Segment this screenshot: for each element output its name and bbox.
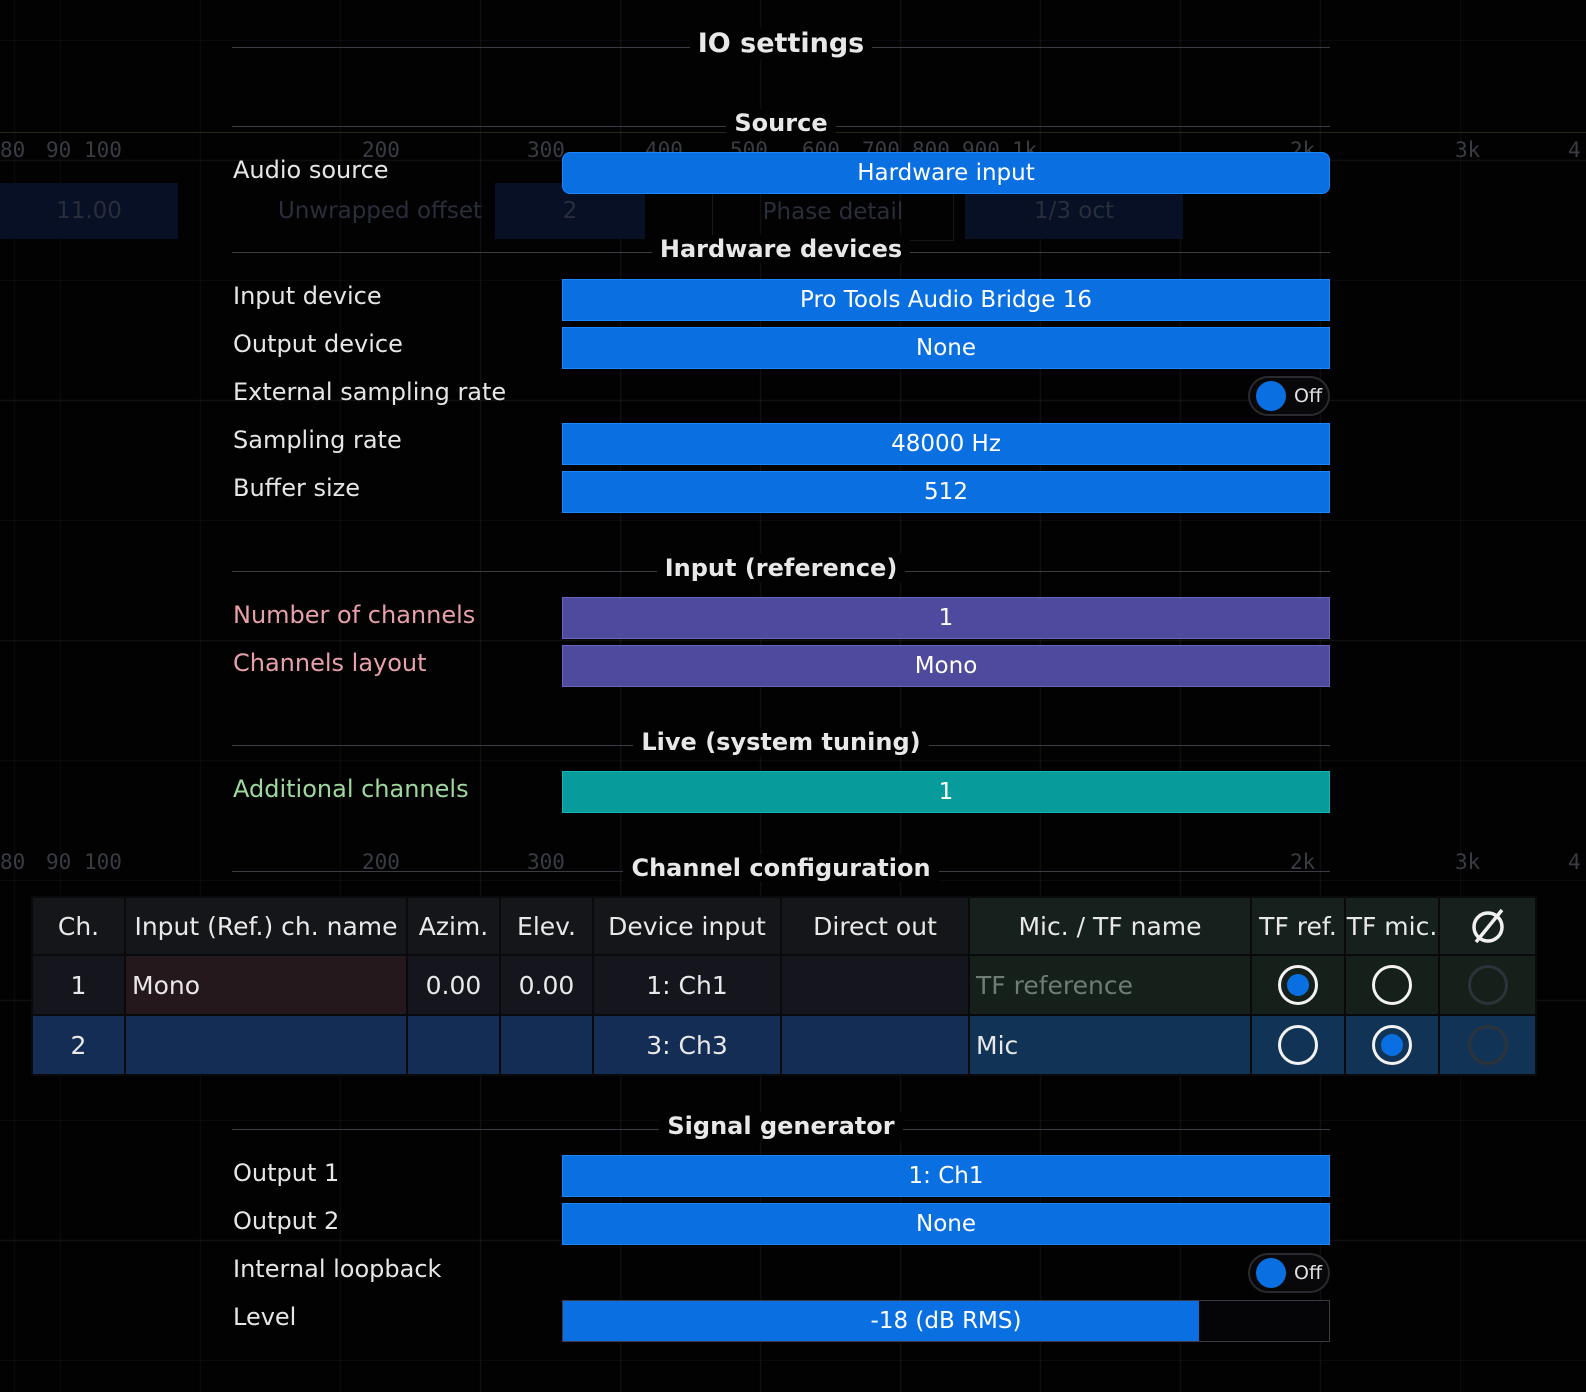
column-header-phase-invert bbox=[1438, 896, 1537, 956]
cell-phase-invert bbox=[1438, 1014, 1537, 1076]
external-sampling-rate-label: External sampling rate bbox=[233, 378, 507, 406]
axis-tick: 100 bbox=[84, 850, 122, 874]
axis-tick: 300 bbox=[527, 850, 565, 874]
internal-loopback-label: Internal loopback bbox=[233, 1255, 442, 1283]
output-2-dropdown[interactable]: None bbox=[562, 1203, 1330, 1245]
axis-tick: 4 bbox=[1568, 138, 1581, 162]
cell-tf-ref bbox=[1250, 954, 1346, 1016]
column-header-name: Input (Ref.) ch. name bbox=[124, 896, 408, 956]
cell-ch: 2 bbox=[31, 1014, 126, 1076]
axis-tick: 80 bbox=[0, 138, 26, 162]
column-header-elev: Elev. bbox=[499, 896, 594, 956]
tf-mic-radio[interactable] bbox=[1372, 965, 1412, 1005]
output-device-label: Output device bbox=[233, 330, 403, 358]
buffer-size-label: Buffer size bbox=[233, 474, 361, 502]
toggle-state: Off bbox=[1294, 385, 1323, 407]
axis-tick: 3k bbox=[1455, 138, 1481, 162]
sampling-rate-label: Sampling rate bbox=[233, 426, 402, 454]
channel-table: Ch. Input (Ref.) ch. name Azim. Elev. De… bbox=[31, 896, 1537, 1076]
axis-tick: 200 bbox=[362, 850, 400, 874]
input-device-label: Input device bbox=[233, 282, 382, 310]
column-header-mic-tf-name: Mic. / TF name bbox=[968, 896, 1252, 956]
external-sampling-rate-toggle[interactable]: Off bbox=[1248, 376, 1330, 416]
toggle-state: Off bbox=[1294, 1262, 1323, 1284]
tf-mic-radio[interactable] bbox=[1372, 1025, 1412, 1065]
tf-ref-radio[interactable] bbox=[1278, 1025, 1318, 1065]
internal-loopback-toggle[interactable]: Off bbox=[1248, 1253, 1330, 1293]
output-1-dropdown[interactable]: 1: Ch1 bbox=[562, 1155, 1330, 1197]
level-slider-fill bbox=[563, 1301, 1199, 1341]
cell-device-input[interactable]: 1: Ch1 bbox=[592, 954, 782, 1016]
page-title: IO settings bbox=[232, 28, 1330, 59]
buffer-size-dropdown[interactable]: 512 bbox=[562, 471, 1330, 513]
phase-invert-radio[interactable] bbox=[1467, 1025, 1508, 1065]
toggle-knob bbox=[1256, 1258, 1286, 1288]
cell-direct-out[interactable] bbox=[780, 954, 970, 1016]
output-device-dropdown[interactable]: None bbox=[562, 327, 1330, 369]
column-header-direct-out: Direct out bbox=[780, 896, 970, 956]
axis-tick: 90 bbox=[46, 138, 72, 162]
section-title-signal-generator: Signal generator bbox=[232, 1112, 1330, 1140]
cell-tf-ref bbox=[1250, 1014, 1346, 1076]
axis-tick: 300 bbox=[527, 138, 565, 162]
cell-phase-invert bbox=[1438, 954, 1537, 1016]
number-of-channels-field[interactable]: 1 bbox=[562, 597, 1330, 639]
sampling-rate-dropdown[interactable]: 48000 Hz bbox=[562, 423, 1330, 465]
section-title-hardware: Hardware devices bbox=[232, 235, 1330, 263]
cell-mic-name[interactable]: Mic bbox=[968, 1014, 1252, 1076]
column-header-tf-ref: TF ref. bbox=[1250, 896, 1346, 956]
level-label: Level bbox=[233, 1303, 297, 1331]
background-frequency-axis-lower: 80 90 100 200 300 2k 3k 4 bbox=[0, 850, 1586, 878]
section-title-source: Source bbox=[232, 109, 1330, 137]
channels-layout-dropdown[interactable]: Mono bbox=[562, 645, 1330, 687]
section-title-live: Live (system tuning) bbox=[232, 728, 1330, 756]
section-title-channel-configuration: Channel configuration bbox=[232, 854, 1330, 882]
cell-mic-name[interactable]: TF reference bbox=[968, 954, 1252, 1016]
output-1-label: Output 1 bbox=[233, 1159, 340, 1187]
phase-invert-radio[interactable] bbox=[1467, 965, 1508, 1005]
audio-source-dropdown[interactable]: Hardware input bbox=[562, 152, 1330, 194]
channels-layout-label: Channels layout bbox=[233, 649, 427, 677]
output-2-label: Output 2 bbox=[233, 1207, 340, 1235]
axis-tick: 80 bbox=[0, 850, 26, 874]
table-header-row: Ch. Input (Ref.) ch. name Azim. Elev. De… bbox=[31, 896, 1537, 956]
cell-name[interactable]: Mono bbox=[124, 954, 408, 1016]
axis-tick: 200 bbox=[362, 138, 400, 162]
ghost-value: 11.00 bbox=[0, 183, 178, 239]
column-header-tf-mic: TF mic. bbox=[1344, 896, 1440, 956]
section-title-input-reference: Input (reference) bbox=[232, 554, 1330, 582]
cell-ch: 1 bbox=[31, 954, 126, 1016]
toggle-knob bbox=[1256, 381, 1286, 411]
column-header-ch: Ch. bbox=[31, 896, 126, 956]
axis-tick: 90 bbox=[46, 850, 72, 874]
axis-tick: 2k bbox=[1290, 850, 1316, 874]
input-device-dropdown[interactable]: Pro Tools Audio Bridge 16 bbox=[562, 279, 1330, 321]
axis-tick: 100 bbox=[84, 138, 122, 162]
cell-tf-mic bbox=[1344, 954, 1440, 1016]
cell-elev[interactable] bbox=[499, 1014, 594, 1076]
cell-elev[interactable]: 0.00 bbox=[499, 954, 594, 1016]
level-value: -18 (dB RMS) bbox=[870, 1308, 1022, 1334]
table-row[interactable]: 2 3: Ch3 Mic bbox=[31, 1014, 1537, 1076]
axis-tick: 3k bbox=[1455, 850, 1481, 874]
table-row[interactable]: 1 Mono 0.00 0.00 1: Ch1 TF reference bbox=[31, 954, 1537, 1016]
cell-name[interactable] bbox=[124, 1014, 408, 1076]
phase-invert-icon bbox=[1471, 908, 1504, 944]
column-header-device-input: Device input bbox=[592, 896, 782, 956]
ghost-label: Unwrapped offset bbox=[277, 198, 483, 224]
cell-device-input[interactable]: 3: Ch3 bbox=[592, 1014, 782, 1076]
cell-azim[interactable]: 0.00 bbox=[406, 954, 501, 1016]
level-slider[interactable]: -18 (dB RMS) bbox=[562, 1300, 1330, 1342]
axis-tick: 4 bbox=[1568, 850, 1581, 874]
audio-source-label: Audio source bbox=[233, 156, 389, 184]
cell-tf-mic bbox=[1344, 1014, 1440, 1076]
cell-azim[interactable] bbox=[406, 1014, 501, 1076]
column-header-azim: Azim. bbox=[406, 896, 501, 956]
number-of-channels-label: Number of channels bbox=[233, 601, 476, 629]
cell-direct-out[interactable] bbox=[780, 1014, 970, 1076]
additional-channels-field[interactable]: 1 bbox=[562, 771, 1330, 813]
tf-ref-radio[interactable] bbox=[1278, 965, 1318, 1005]
additional-channels-label: Additional channels bbox=[233, 775, 469, 803]
